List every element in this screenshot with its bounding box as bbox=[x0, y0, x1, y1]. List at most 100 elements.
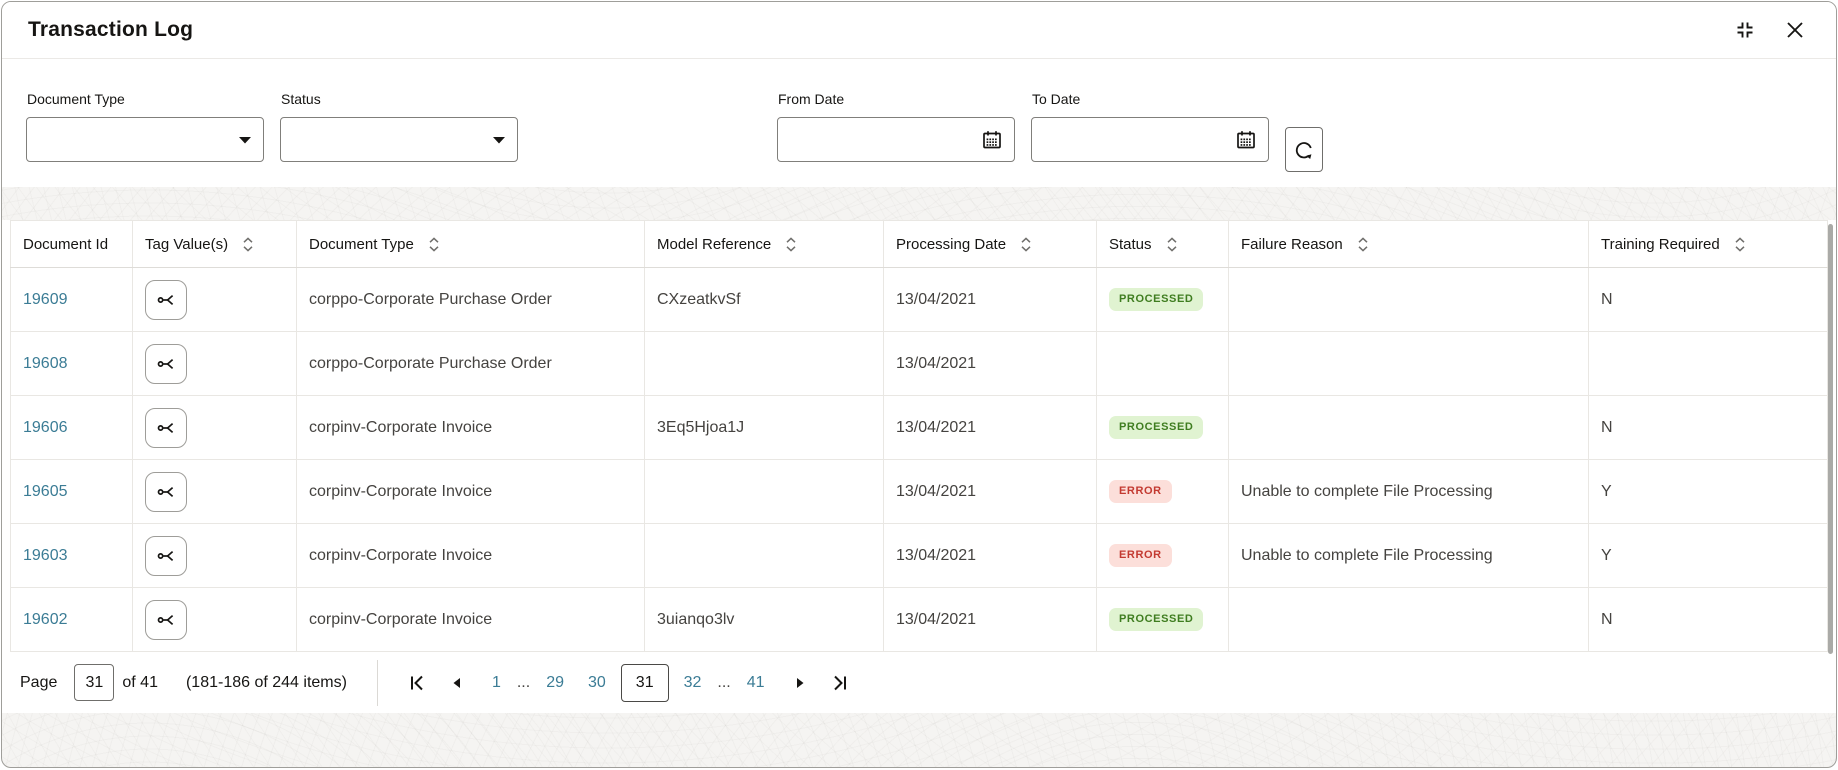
page-link-41[interactable]: 41 bbox=[746, 673, 765, 691]
table-row: 19606 corpinv-Corporate Invoice 3Eq5Hjoa1J… bbox=[10, 395, 1828, 460]
failure-reason-cell: Unable to complete File Processing bbox=[1241, 482, 1493, 500]
from-date-label: From Date bbox=[778, 91, 845, 107]
collapse-icon[interactable] bbox=[1728, 13, 1762, 47]
sort-icon[interactable] bbox=[428, 236, 440, 252]
tag-values-button[interactable] bbox=[145, 279, 187, 320]
column-header-processing-date[interactable]: Processing Date bbox=[883, 220, 1097, 268]
items-summary: (181-186 of 244 items) bbox=[185, 673, 347, 691]
document-type-cell: corpinv-Corporate Invoice bbox=[309, 546, 493, 564]
document-id-link[interactable]: 19608 bbox=[23, 354, 68, 372]
model-reference-cell: 3uianqo3lv bbox=[657, 610, 735, 628]
column-header-failure-reason[interactable]: Failure Reason bbox=[1228, 220, 1589, 268]
table-row: 19603 corpinv-Corporate Invoice 13/04/2021… bbox=[10, 523, 1828, 588]
to-date-picker[interactable] bbox=[1031, 117, 1269, 162]
to-date-label: To Date bbox=[1032, 91, 1081, 107]
training-required-cell: Y bbox=[1601, 546, 1612, 564]
page-link-32[interactable]: 32 bbox=[683, 673, 702, 691]
column-header-tag-value-s[interactable]: Tag Value(s) bbox=[132, 220, 297, 268]
document-type-input[interactable] bbox=[27, 118, 263, 161]
page-link-30[interactable]: 30 bbox=[588, 673, 606, 691]
sort-icon[interactable] bbox=[1357, 236, 1369, 252]
tag-values-button[interactable] bbox=[145, 535, 187, 576]
next-page-icon[interactable] bbox=[783, 666, 817, 700]
processing-date-cell: 13/04/2021 bbox=[896, 610, 977, 628]
to-date-field: To Date bbox=[1031, 65, 1269, 187]
page-links: 1... 29 30 31 32... 41 bbox=[480, 663, 777, 702]
sort-icon[interactable] bbox=[1166, 236, 1178, 252]
dialog-header: Transaction Log bbox=[2, 2, 1836, 59]
refresh-icon bbox=[1293, 139, 1315, 161]
table-row: 19609 corppo-Corporate Purchase Order CXze… bbox=[10, 267, 1828, 332]
sort-icon[interactable] bbox=[785, 236, 797, 252]
status-field: Status bbox=[280, 65, 518, 187]
document-id-link[interactable]: 19602 bbox=[23, 610, 68, 628]
column-label: Training Required bbox=[1601, 235, 1720, 253]
tag-values-button[interactable] bbox=[145, 343, 187, 384]
table-body: 19609 corppo-Corporate Purchase Order CXze… bbox=[10, 267, 1828, 652]
table-scrollbar[interactable] bbox=[1828, 224, 1833, 654]
column-header-document-id: Document Id bbox=[10, 220, 133, 268]
sort-icon[interactable] bbox=[1734, 236, 1746, 252]
processing-date-cell: 13/04/2021 bbox=[896, 546, 977, 564]
status-badge: ERROR bbox=[1109, 480, 1172, 503]
column-label: Status bbox=[1109, 235, 1152, 253]
processing-date-cell: 13/04/2021 bbox=[896, 290, 977, 308]
column-label: Tag Value(s) bbox=[145, 235, 229, 253]
sort-icon[interactable] bbox=[242, 236, 254, 252]
document-type-label: Document Type bbox=[27, 91, 125, 107]
document-id-link[interactable]: 19606 bbox=[23, 418, 68, 436]
processing-date-cell: 13/04/2021 bbox=[896, 482, 977, 500]
document-id-link[interactable]: 19609 bbox=[23, 290, 68, 308]
document-type-cell: corpinv-Corporate Invoice bbox=[309, 418, 493, 436]
tag-values-button[interactable] bbox=[145, 471, 187, 512]
table-row: 19602 corpinv-Corporate Invoice 3uianqo3lv… bbox=[10, 587, 1828, 652]
page-number-input[interactable] bbox=[74, 664, 115, 701]
status-input[interactable] bbox=[281, 118, 517, 161]
status-select[interactable] bbox=[280, 117, 518, 162]
sort-icon[interactable] bbox=[1020, 236, 1032, 252]
page-link-29[interactable]: 29 bbox=[546, 673, 564, 691]
tag-icon bbox=[156, 611, 176, 629]
page-label: Page bbox=[20, 673, 58, 691]
training-required-cell: N bbox=[1601, 418, 1613, 436]
previous-page-icon[interactable] bbox=[440, 666, 474, 700]
last-page-icon[interactable] bbox=[823, 666, 857, 700]
page-link-1[interactable]: 1 bbox=[491, 673, 501, 691]
first-page-icon[interactable] bbox=[400, 666, 434, 700]
page-navigation: 1... 29 30 31 32... 41 bbox=[376, 659, 857, 706]
status-label: Status bbox=[281, 91, 321, 107]
document-type-select[interactable] bbox=[26, 117, 264, 162]
processing-date-cell: 13/04/2021 bbox=[896, 418, 977, 436]
column-label: Document Id bbox=[23, 235, 109, 253]
transaction-table-panel: Document Id Tag Value(s) Document Type Mode… bbox=[2, 220, 1836, 713]
tag-values-button[interactable] bbox=[145, 599, 187, 640]
from-date-picker[interactable] bbox=[777, 117, 1015, 162]
processing-date-cell: 13/04/2021 bbox=[896, 354, 977, 372]
filter-panel: Document Type Status From Date bbox=[2, 59, 1836, 187]
refresh-button[interactable] bbox=[1285, 127, 1323, 172]
column-label: Document Type bbox=[309, 235, 414, 253]
document-id-link[interactable]: 19605 bbox=[23, 482, 68, 500]
column-header-status[interactable]: Status bbox=[1096, 220, 1229, 268]
tag-icon bbox=[156, 547, 176, 565]
document-type-cell: corppo-Corporate Purchase Order bbox=[309, 290, 552, 308]
column-header-training-required[interactable]: Training Required bbox=[1588, 220, 1828, 268]
to-date-input[interactable] bbox=[1032, 118, 1268, 161]
table-row: 19605 corpinv-Corporate Invoice 13/04/2021… bbox=[10, 459, 1828, 524]
column-header-document-type[interactable]: Document Type bbox=[296, 220, 645, 268]
transaction-table: Document Id Tag Value(s) Document Type Mode… bbox=[10, 220, 1828, 652]
tag-values-button[interactable] bbox=[145, 407, 187, 448]
column-header-model-reference[interactable]: Model Reference bbox=[644, 220, 884, 268]
column-label: Failure Reason bbox=[1241, 235, 1343, 253]
status-badge: PROCESSED bbox=[1109, 288, 1204, 311]
document-id-link[interactable]: 19603 bbox=[23, 546, 68, 564]
window-controls bbox=[1728, 13, 1812, 47]
document-type-cell: corppo-Corporate Purchase Order bbox=[309, 354, 552, 372]
close-icon[interactable] bbox=[1778, 13, 1812, 47]
status-badge: PROCESSED bbox=[1109, 608, 1204, 631]
column-label: Processing Date bbox=[896, 235, 1007, 253]
model-reference-cell: CXzeatkvSf bbox=[657, 290, 741, 308]
page-ellipsis: ... bbox=[516, 673, 531, 691]
from-date-input[interactable] bbox=[778, 118, 1014, 161]
status-badge: PROCESSED bbox=[1109, 416, 1204, 439]
